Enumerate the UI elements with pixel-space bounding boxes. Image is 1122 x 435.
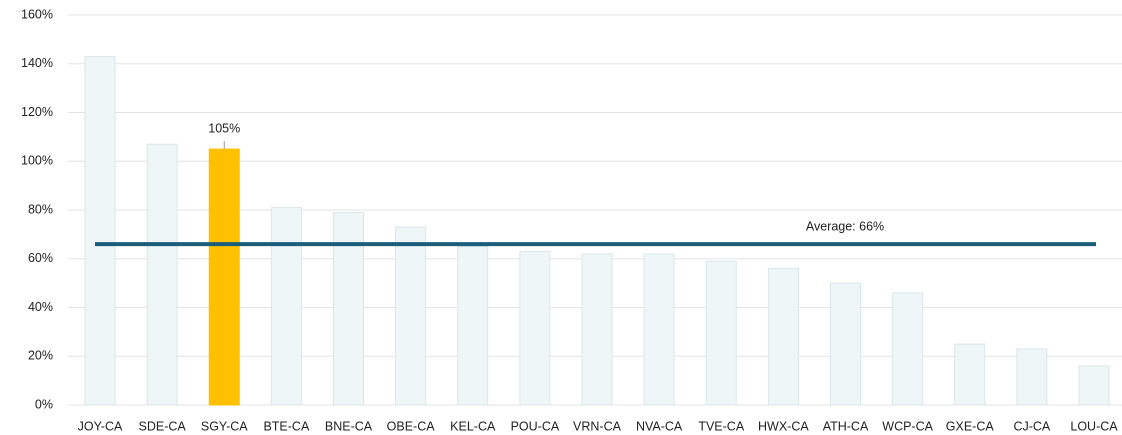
average-label: Average: 66% <box>806 219 884 233</box>
bar <box>830 282 861 406</box>
y-tick-label: 100% <box>21 154 53 168</box>
bar <box>519 250 551 406</box>
bar <box>395 226 427 406</box>
y-tick-label: 0% <box>35 397 53 411</box>
y-tick-label: 140% <box>21 56 53 70</box>
x-tick-label: GXE-CA <box>946 419 995 433</box>
y-tick-label: 40% <box>28 300 53 314</box>
bar <box>333 211 364 406</box>
value-label: 105% <box>208 121 240 135</box>
bar <box>954 343 986 406</box>
x-tick-label: KEL-CA <box>450 419 496 433</box>
x-tick-label: SGY-CA <box>201 419 248 433</box>
bar <box>767 268 799 406</box>
y-tick-label: 80% <box>28 202 53 216</box>
bar <box>457 246 489 406</box>
x-tick-label: OBE-CA <box>387 419 436 433</box>
bar <box>146 143 178 406</box>
x-tick-label: WCP-CA <box>882 419 933 433</box>
y-tick-label: 60% <box>28 251 53 265</box>
x-tick-label: LOU-CA <box>1070 419 1118 433</box>
bar <box>1078 365 1110 406</box>
x-tick-label: SDE-CA <box>139 419 187 433</box>
bar <box>208 148 240 406</box>
bar <box>1016 348 1048 406</box>
bar <box>84 55 116 406</box>
bar <box>270 207 302 406</box>
x-tick-label: VRN-CA <box>573 419 622 433</box>
x-tick-label: HWX-CA <box>758 419 809 433</box>
y-tick-label: 20% <box>28 349 53 363</box>
y-tick-label: 160% <box>21 7 53 21</box>
x-tick-label: BNE-CA <box>325 419 373 433</box>
x-tick-label: JOY-CA <box>78 419 123 433</box>
bar <box>581 253 613 406</box>
bar <box>892 292 924 406</box>
x-tick-label: NVA-CA <box>636 419 683 433</box>
x-tick-label: CJ-CA <box>1013 419 1050 433</box>
bar <box>705 260 737 406</box>
x-tick-label: TVE-CA <box>698 419 745 433</box>
x-tick-label: BTE-CA <box>263 419 310 433</box>
bar <box>643 253 675 406</box>
y-tick-label: 120% <box>21 105 53 119</box>
x-tick-label: ATH-CA <box>823 419 869 433</box>
x-tick-label: POU-CA <box>511 419 560 433</box>
